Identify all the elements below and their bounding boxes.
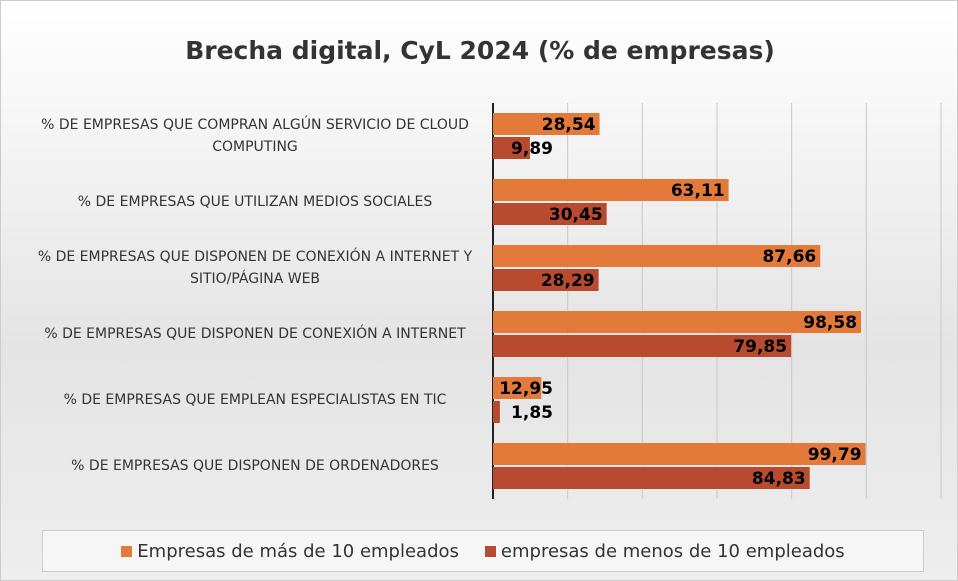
category-label: % DE EMPRESAS QUE DISPONEN DE ORDENADORE… bbox=[71, 458, 439, 474]
bar bbox=[493, 179, 729, 201]
data-label: 12,95 bbox=[499, 379, 553, 399]
legend-swatch bbox=[121, 545, 133, 557]
category-label: % DE EMPRESAS QUE EMPLEAN ESPECIALISTAS … bbox=[63, 392, 447, 408]
data-label: 79,85 bbox=[733, 337, 787, 357]
data-label: 63,11 bbox=[671, 181, 725, 201]
bar bbox=[493, 245, 821, 267]
bar bbox=[493, 443, 866, 465]
data-label: 9,89 bbox=[511, 139, 553, 159]
data-label: 87,66 bbox=[762, 247, 816, 267]
bar bbox=[493, 467, 810, 489]
legend-item: Empresas de más de 10 empleados bbox=[121, 541, 459, 562]
legend-label: Empresas de más de 10 empleados bbox=[137, 540, 459, 562]
bar bbox=[493, 269, 599, 291]
legend-label: empresas de menos de 10 empleados bbox=[500, 540, 845, 562]
data-label: 98,58 bbox=[803, 313, 857, 333]
bar bbox=[493, 113, 600, 135]
bar bbox=[493, 203, 607, 225]
data-label: 30,45 bbox=[549, 205, 603, 225]
category-label: % DE EMPRESAS QUE DISPONEN DE CONEXIÓN A… bbox=[44, 326, 466, 342]
bar bbox=[493, 401, 500, 423]
category-label: % DE EMPRESAS QUE UTILIZAN MEDIOS SOCIAL… bbox=[77, 194, 433, 210]
data-label: 28,29 bbox=[541, 271, 595, 291]
legend: Empresas de más de 10 empleados empresas … bbox=[42, 530, 924, 572]
category-label: % DE EMPRESAS QUE DISPONEN DE CONEXIÓN A… bbox=[37, 249, 473, 287]
legend-swatch bbox=[484, 545, 496, 557]
legend-item: empresas de menos de 10 empleados bbox=[484, 540, 845, 562]
chart-title: Brecha digital, CyL 2024 (% de empresas) bbox=[185, 36, 775, 65]
data-label: 1,85 bbox=[511, 403, 553, 423]
category-label: % DE EMPRESAS QUE COMPRAN ALGÚN SERVICIO… bbox=[41, 117, 469, 155]
data-label: 28,54 bbox=[542, 115, 596, 135]
bar bbox=[493, 335, 792, 357]
data-label: 84,83 bbox=[752, 469, 806, 489]
bar bbox=[493, 137, 530, 159]
bar bbox=[493, 377, 542, 399]
bar bbox=[493, 311, 862, 333]
data-label: 99,79 bbox=[808, 445, 862, 465]
